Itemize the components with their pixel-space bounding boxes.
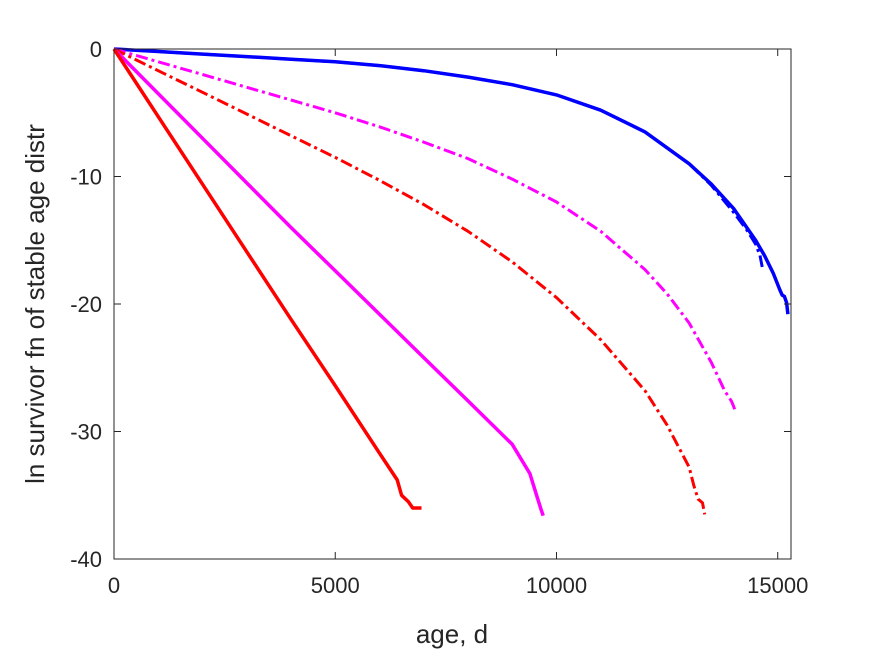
x-axis-label: age, d <box>416 619 488 649</box>
y-tick-label: -40 <box>70 547 102 572</box>
x-tick-label: 15000 <box>747 573 808 598</box>
x-tick-label: 5000 <box>311 573 360 598</box>
y-axis-label: ln survivor fn of stable age distr <box>20 124 50 484</box>
plot-frame <box>113 48 792 560</box>
series-line-3 <box>113 47 738 413</box>
x-tick-label: 0 <box>108 573 120 598</box>
plot-background <box>114 49 791 559</box>
series-line-2 <box>113 47 764 268</box>
x-tick-labels: 0 5000 10000 15000 <box>108 573 808 598</box>
series-line-4 <box>113 47 707 515</box>
y-tick-labels: 0 -10 -20 -30 -40 <box>70 37 102 572</box>
y-tick-label: -10 <box>70 165 102 190</box>
x-tick-label: 10000 <box>526 573 587 598</box>
y-tick-label: -30 <box>70 420 102 445</box>
y-tick-label: -20 <box>70 292 102 317</box>
y-tick-label: 0 <box>90 37 102 62</box>
series-layer <box>112 47 790 517</box>
series-line-6 <box>112 48 422 510</box>
series-line-5 <box>112 47 545 517</box>
